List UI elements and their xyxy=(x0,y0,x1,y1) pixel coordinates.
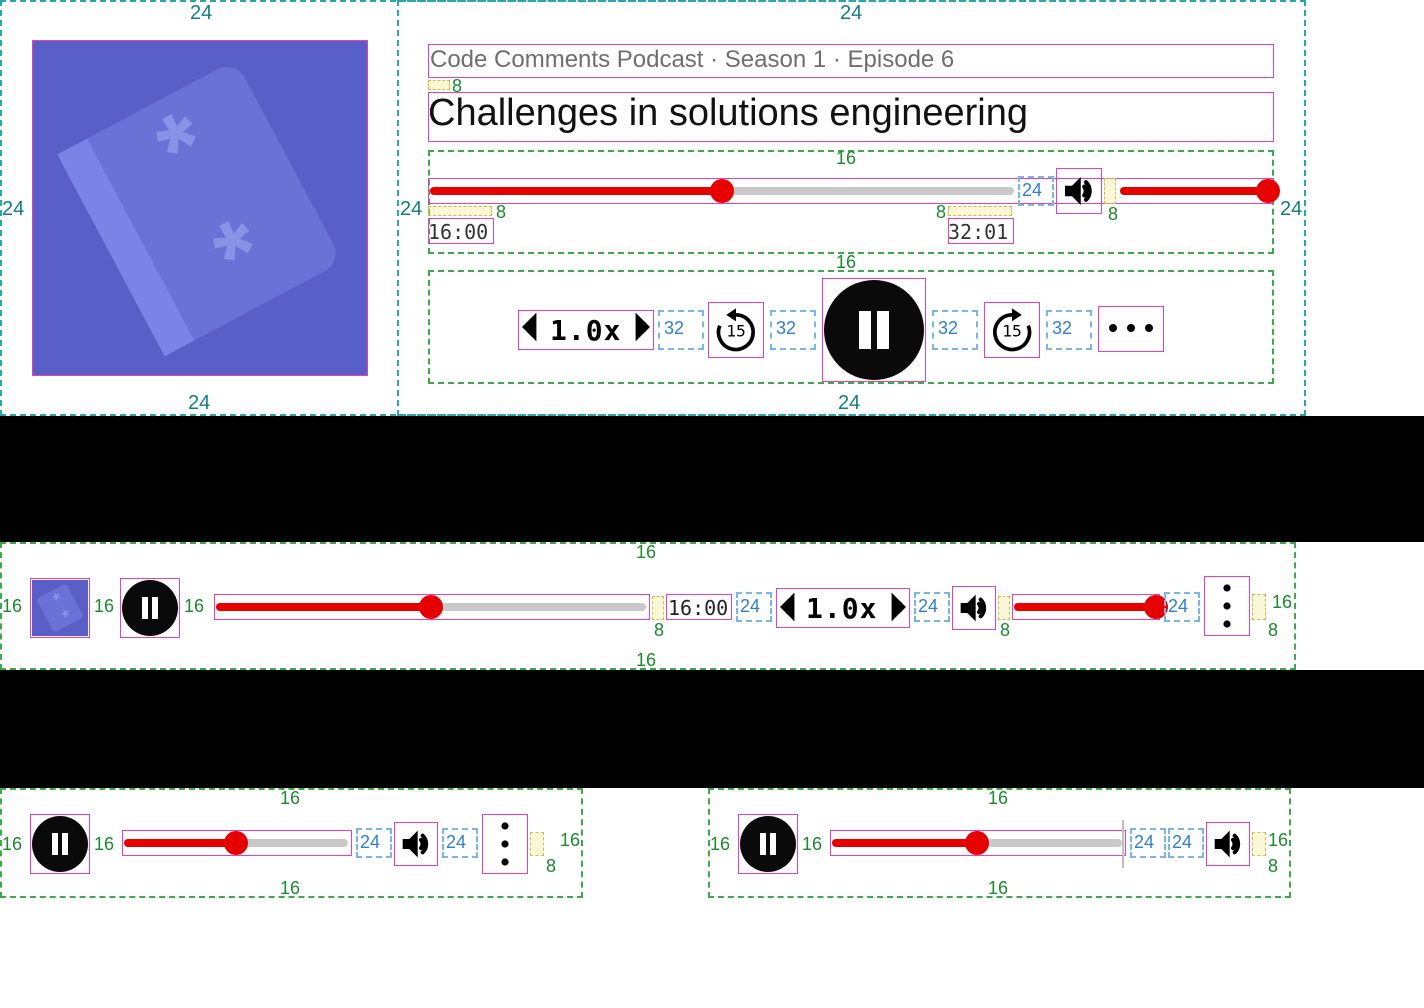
progress-slider[interactable] xyxy=(430,186,1014,196)
speed-label: 1.0x xyxy=(806,592,877,625)
speed-increase[interactable] xyxy=(888,592,906,627)
skip-forward-button[interactable]: 15 xyxy=(986,304,1038,356)
pause-button[interactable] xyxy=(32,816,88,872)
audio-player-mini-b: 16 16 16 16 16 24 24 8 xyxy=(708,788,1291,898)
episode-thumbnail: * * xyxy=(32,40,368,376)
elapsed-time: 16:00 xyxy=(668,596,728,620)
elapsed-time: 16:00 xyxy=(428,220,488,244)
svg-text:15: 15 xyxy=(726,322,746,341)
pause-button[interactable] xyxy=(122,580,178,636)
audio-player-full: 24 24 24 24 24 24 24 * * Code Comments P… xyxy=(0,0,1306,416)
total-time: 32:01 xyxy=(948,220,1008,244)
progress-slider[interactable] xyxy=(124,838,348,848)
episode-subtitle: Code Comments Podcast · Season 1 · Episo… xyxy=(430,46,954,74)
episode-thumbnail: * * xyxy=(32,580,88,636)
volume-slider[interactable] xyxy=(1120,186,1268,196)
audio-player-mini-a: 16 16 16 16 16 24 24 xyxy=(0,788,583,898)
speed-label: 1.0x xyxy=(550,314,621,347)
more-menu-button[interactable] xyxy=(1098,300,1164,356)
volume-icon[interactable] xyxy=(396,824,436,864)
speed-decrease[interactable] xyxy=(780,592,798,627)
pause-button[interactable] xyxy=(740,816,796,872)
spacer xyxy=(0,670,1424,788)
progress-slider[interactable] xyxy=(832,838,1122,848)
skip-back-button[interactable]: 15 xyxy=(710,304,762,356)
progress-slider[interactable] xyxy=(216,602,646,612)
volume-slider[interactable] xyxy=(1014,602,1156,612)
volume-icon[interactable] xyxy=(954,588,994,628)
svg-text:15: 15 xyxy=(1002,322,1022,341)
speed-decrease[interactable] xyxy=(522,312,540,342)
spacer xyxy=(0,416,1424,542)
audio-player-wide: 16 16 16 16 * * 16 16 8 16:00 24 1.0x xyxy=(0,542,1296,670)
more-menu-button[interactable] xyxy=(482,814,528,874)
speed-increase[interactable] xyxy=(632,312,650,342)
volume-icon[interactable] xyxy=(1208,824,1248,864)
pause-button[interactable] xyxy=(824,280,924,380)
more-menu-button[interactable] xyxy=(1204,576,1250,636)
volume-icon[interactable] xyxy=(1058,170,1100,212)
episode-title: Challenges in solutions engineering xyxy=(428,92,1028,135)
